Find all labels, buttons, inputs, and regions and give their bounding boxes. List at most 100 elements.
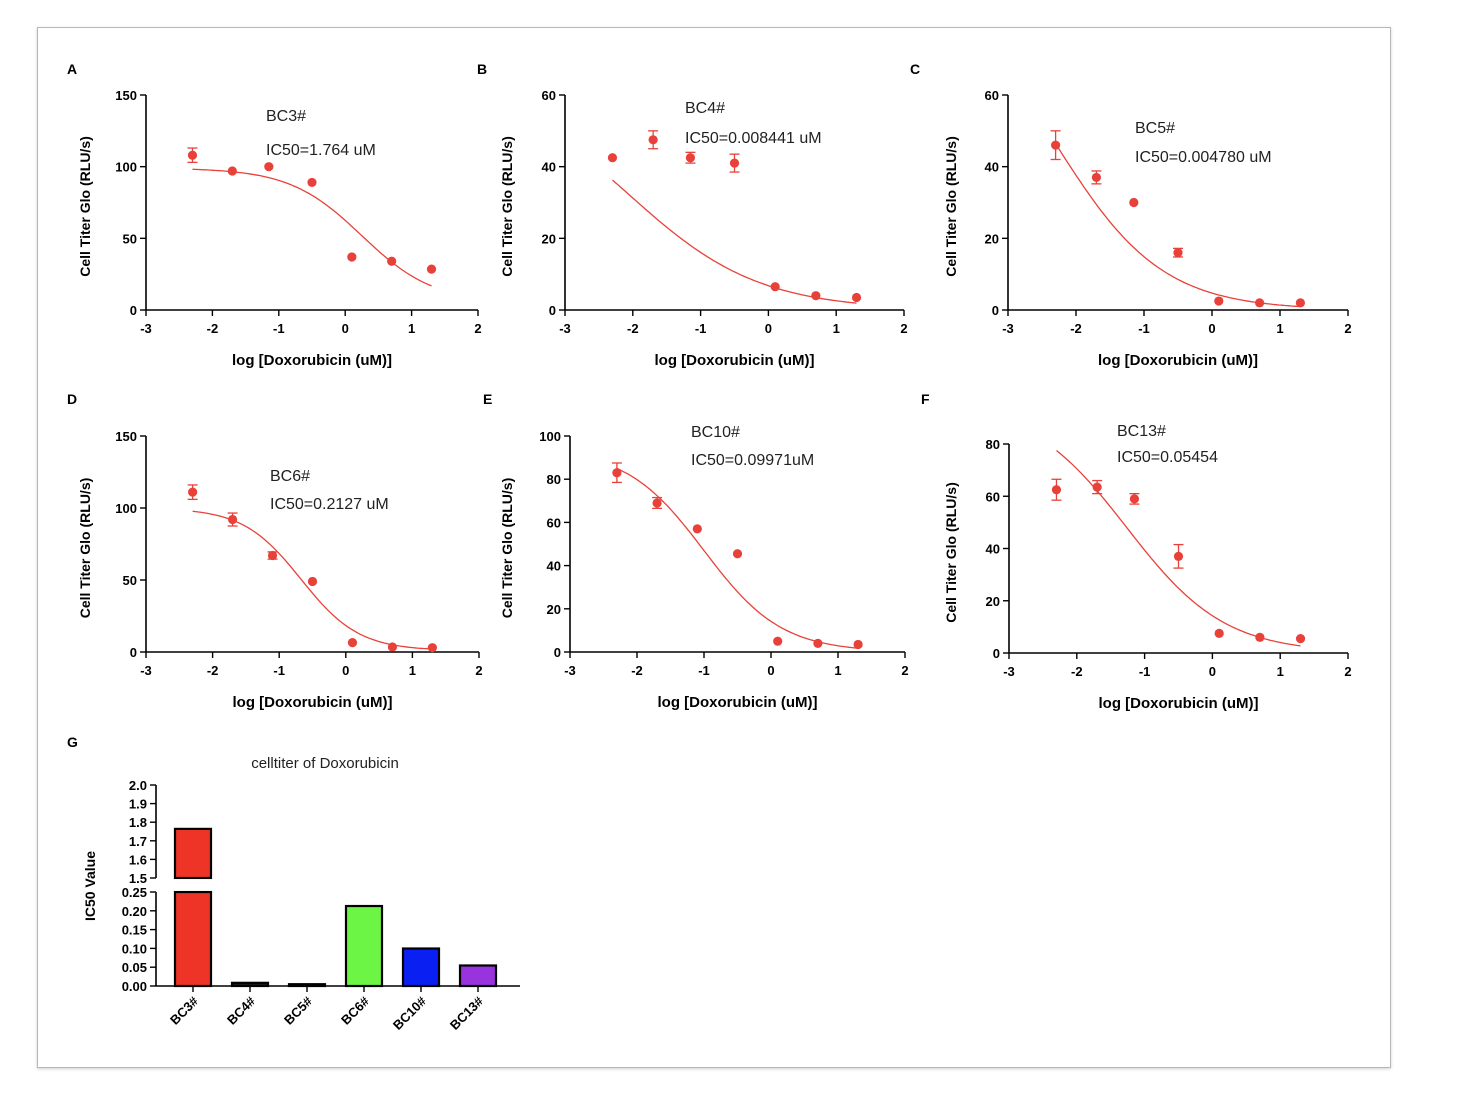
y-tick-label: 0 [549, 303, 556, 318]
data-point [1051, 140, 1061, 150]
y-axis-title: Cell Titer Glo (RLU/s) [943, 482, 959, 623]
panel-c: C 0 20 40 60 -3 -2 -1 0 1 2 log [Doxorubicin (uM)] C… [910, 61, 1352, 369]
x-tick-label: 1 [409, 663, 416, 678]
ic50-annotation: IC50=0.05454 [1117, 449, 1218, 466]
panel-d: D 0 50 100 150 -3 -2 -1 0 1 2 log [Doxorubicin (uM)… [67, 391, 483, 711]
panel-label: A [67, 61, 77, 77]
data-point [307, 177, 317, 188]
axis-break-gap [172, 879, 214, 891]
y-tick-label: 40 [985, 160, 999, 175]
panel-b: B 0 20 40 60 -3 -2 -1 0 1 2 log [Doxorubicin (uM)] C… [477, 61, 908, 369]
data-point [773, 636, 783, 646]
x-tick-label: BC13# [447, 993, 487, 1033]
x-tick-label: -3 [140, 663, 152, 678]
data-point [188, 487, 198, 497]
data-point [387, 256, 397, 266]
x-tick-label: 0 [342, 321, 349, 336]
y-tick-label: 60 [547, 515, 561, 530]
data-point [1091, 172, 1101, 183]
data-point [426, 264, 437, 274]
x-axis-title: log [Doxorubicin (uM)] [232, 352, 392, 369]
y-tick-label: 40 [547, 559, 561, 574]
y-tick-label: 100 [115, 160, 137, 175]
data-point [732, 549, 743, 559]
data-point [813, 638, 823, 648]
y-tick-label: 1.6 [129, 852, 147, 867]
y-tick-label: 0 [993, 646, 1000, 661]
y-tick-label: 20 [985, 231, 999, 246]
data-point [227, 166, 237, 176]
y-tick-label: 0 [992, 303, 999, 318]
x-tick-label: -1 [1139, 664, 1151, 679]
x-tick-label: -3 [559, 321, 571, 336]
data-point [1173, 551, 1184, 561]
y-tick-label: 0.15 [122, 923, 147, 938]
x-tick-label: -3 [1003, 664, 1015, 679]
x-tick-label: 1 [408, 321, 415, 336]
x-tick-label: -1 [695, 321, 707, 336]
data-point [387, 642, 398, 652]
data-point [692, 524, 702, 534]
data-point [1129, 494, 1140, 504]
panel-label: G [67, 734, 78, 750]
panel-e: E 0 20 40 60 80 100 -3 -2 -1 0 1 2 log [Doxorubicin (… [483, 391, 909, 711]
data-point [347, 638, 358, 648]
x-tick-label: 1 [834, 663, 841, 678]
bar [230, 981, 270, 988]
data-point [1129, 197, 1139, 208]
series-title: BC10# [691, 424, 740, 441]
data-point [227, 514, 238, 525]
series-title: BC4# [685, 100, 725, 117]
x-axis-title: log [Doxorubicin (uM)] [658, 694, 818, 711]
panel-label: B [477, 61, 487, 77]
data-point [1092, 482, 1102, 492]
bar [458, 964, 498, 988]
x-tick-label: -2 [207, 663, 219, 678]
data-point [267, 550, 278, 561]
x-tick-label: 1 [1277, 664, 1284, 679]
x-axis-title: log [Doxorubicin (uM)] [1098, 352, 1258, 369]
series-title: BC13# [1117, 423, 1166, 440]
y-tick-label: 80 [986, 437, 1000, 452]
x-tick-label: 2 [474, 321, 481, 336]
x-tick-label: -2 [207, 321, 219, 336]
y-tick-label: 80 [547, 472, 561, 487]
y-axis-title: Cell Titer Glo (RLU/s) [499, 478, 515, 619]
x-tick-label: -3 [1002, 321, 1014, 336]
data-point [729, 158, 740, 168]
y-tick-label: 0.00 [122, 979, 147, 994]
y-tick-label: 1.7 [129, 834, 147, 849]
data-point [770, 282, 780, 292]
data-point [264, 162, 274, 172]
x-tick-label: 0 [1209, 664, 1216, 679]
bar [401, 947, 441, 988]
x-tick-label: 0 [1208, 321, 1215, 336]
data-point [811, 291, 821, 301]
y-tick-label: 150 [115, 429, 137, 444]
bar [173, 827, 213, 880]
x-axis-title: log [Doxorubicin (uM)] [233, 694, 393, 711]
y-axis-title: Cell Titer Glo (RLU/s) [77, 136, 93, 277]
y-tick-label: 20 [542, 231, 556, 246]
y-tick-label: 1.9 [129, 797, 147, 812]
y-axis-title: Cell Titer Glo (RLU/s) [77, 478, 93, 619]
x-tick-label: 2 [475, 663, 482, 678]
data-point [607, 153, 618, 163]
ic50-annotation: IC50=0.2127 uM [270, 496, 389, 513]
x-tick-label: BC10# [390, 993, 430, 1033]
y-tick-label: 20 [547, 602, 561, 617]
panel-label: E [483, 391, 492, 407]
y-tick-label: 50 [123, 231, 137, 246]
y-tick-label: 100 [539, 429, 561, 444]
y-tick-label: 60 [985, 88, 999, 103]
x-tick-label: BC6# [338, 993, 373, 1028]
data-point [648, 135, 658, 145]
fit-curve [616, 467, 859, 649]
series-title: BC3# [266, 108, 306, 125]
series-title: BC6# [270, 468, 310, 485]
y-tick-label: 60 [542, 88, 556, 103]
y-tick-label: 50 [123, 573, 137, 588]
x-tick-label: -2 [1071, 664, 1083, 679]
y-tick-label: 40 [542, 160, 556, 175]
